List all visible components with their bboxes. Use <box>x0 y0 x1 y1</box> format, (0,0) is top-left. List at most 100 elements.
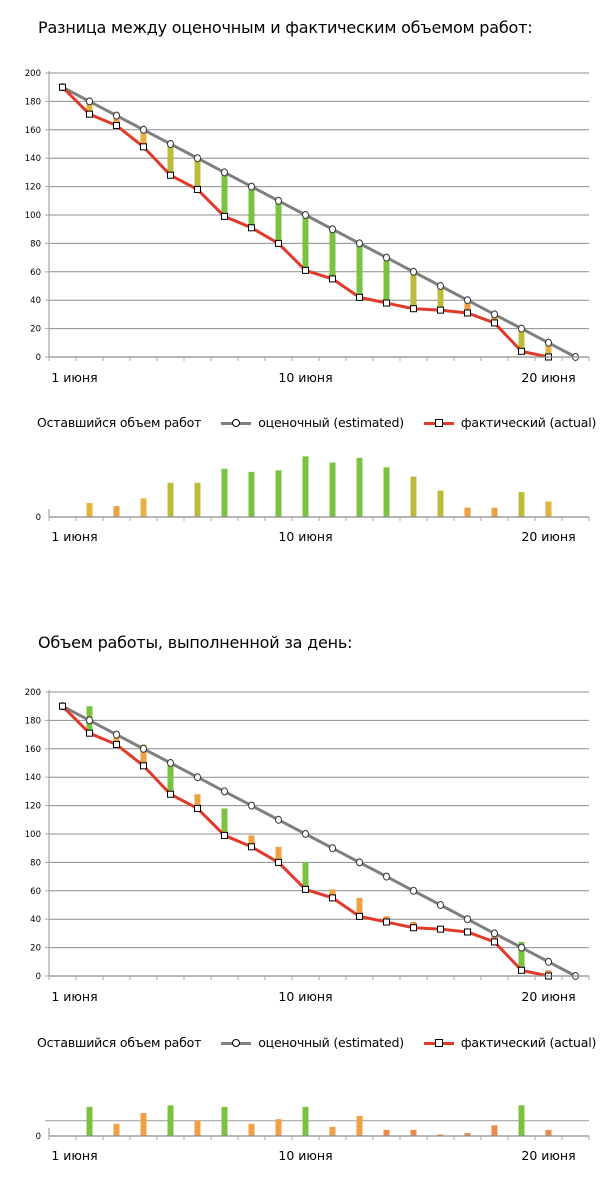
difference-bar <box>464 300 471 313</box>
legend-1: Оставшийся объем работ оценочный (estima… <box>37 415 596 430</box>
x-tick-label: 20 июня <box>521 989 575 1004</box>
y-tick-label: 100 <box>25 211 41 221</box>
legend-item-estimated: оценочный (estimated) <box>221 1035 404 1050</box>
x-tick-label: 10 июня <box>278 529 332 544</box>
estimated-point <box>86 716 93 725</box>
estimated-point <box>356 858 363 867</box>
estimated-point <box>248 182 255 191</box>
bar <box>113 506 120 517</box>
actual-point <box>113 122 120 130</box>
estimated-line-swatch-icon <box>221 418 252 428</box>
bar <box>167 1105 174 1136</box>
bar <box>383 1129 390 1136</box>
bar <box>275 470 282 517</box>
estimated-line <box>61 704 577 978</box>
y-tick-label: 60 <box>30 887 41 897</box>
actual-point <box>329 894 336 902</box>
y-tick-label: 160 <box>25 745 41 755</box>
difference-bar <box>86 101 93 115</box>
y-tick-label: 140 <box>25 154 41 164</box>
difference-bar <box>113 115 120 126</box>
estimated-point <box>275 815 282 824</box>
bar <box>437 1134 444 1136</box>
daily-work-bar <box>140 744 147 766</box>
estimated-point <box>545 957 552 966</box>
estimated-point <box>410 886 417 895</box>
bar <box>518 1105 525 1136</box>
estimated-point <box>491 929 498 938</box>
estimated-point <box>140 125 147 134</box>
difference-bar <box>518 328 525 352</box>
y-tick-label: 80 <box>30 858 41 868</box>
estimated-point <box>248 801 255 810</box>
bar <box>383 467 390 517</box>
difference-bar <box>383 257 390 304</box>
y-tick-label: 0 <box>36 353 41 363</box>
difference-bar <box>491 314 498 323</box>
estimated-point <box>518 943 525 952</box>
daily-work-bar <box>221 808 228 836</box>
difference-bar <box>248 186 255 228</box>
x-tick-label: 10 июня <box>278 989 332 1004</box>
legend-title: Оставшийся объем работ <box>37 415 202 430</box>
actual-point <box>167 171 174 179</box>
actual-point <box>491 319 498 327</box>
estimated-point <box>518 324 525 333</box>
x-tick-label: 10 июня <box>278 1148 332 1163</box>
estimated-point <box>221 787 228 796</box>
difference-bar <box>194 158 201 190</box>
daily-work-bar <box>194 794 201 809</box>
y-tick-label: 0 <box>36 972 41 982</box>
bar <box>329 1126 336 1136</box>
estimated-point <box>437 901 444 909</box>
estimated-point <box>383 872 390 881</box>
bar <box>140 1113 147 1136</box>
chart1-lines: 0 20 40 60 80 100 120 140 160 180 200 1 июня 10 июня… <box>25 69 590 385</box>
bar <box>86 503 93 517</box>
difference-bar <box>140 129 147 147</box>
actual-point <box>410 305 417 313</box>
estimated-point <box>221 168 228 177</box>
legend-actual-label: фактический (actual) <box>460 415 597 430</box>
daily-work-bar <box>329 889 336 898</box>
difference-bar <box>410 271 417 309</box>
bar <box>410 476 417 517</box>
bar <box>329 462 336 517</box>
estimated-point <box>86 97 93 106</box>
section1-title: Разница между оценочным и фактическим об… <box>38 18 533 37</box>
y-tick-label: 180 <box>25 97 41 107</box>
estimated-line <box>61 85 577 359</box>
legend-estimated-label: оценочный (estimated) <box>258 415 404 430</box>
estimated-point <box>113 730 120 739</box>
y-tick-label: 0 <box>36 1132 41 1142</box>
estimated-point <box>329 225 336 234</box>
daily-work-bar <box>356 897 363 917</box>
estimated-point <box>302 830 309 838</box>
bar <box>248 471 255 517</box>
legend-2: Оставшийся объем работ оценочный (estima… <box>37 1035 596 1050</box>
legend-title: Оставшийся объем работ <box>37 1035 202 1050</box>
daily-work-bar <box>518 941 525 971</box>
actual-point <box>518 347 525 355</box>
estimated-point <box>194 773 201 782</box>
estimated-point <box>491 310 498 319</box>
estimated-point <box>194 154 201 163</box>
actual-point <box>248 224 255 232</box>
estimated-point <box>545 338 552 347</box>
actual-point <box>113 741 120 749</box>
actual-point <box>464 928 471 936</box>
bar <box>491 1125 498 1136</box>
y-tick-label: 160 <box>25 126 41 136</box>
legend-item-actual: фактический (actual) <box>423 1035 596 1050</box>
y-tick-label: 40 <box>30 915 41 925</box>
estimated-point <box>383 253 390 262</box>
bar <box>302 456 309 517</box>
x-tick-label: 1 июня <box>51 529 97 544</box>
estimated-point <box>167 140 174 148</box>
bar <box>356 457 363 517</box>
estimated-point <box>464 915 471 924</box>
x-tick-label: 1 июня <box>51 1148 97 1163</box>
estimated-point <box>437 282 444 290</box>
bar <box>167 482 174 517</box>
